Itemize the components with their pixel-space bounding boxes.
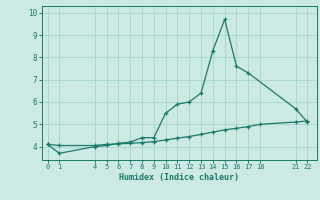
X-axis label: Humidex (Indice chaleur): Humidex (Indice chaleur) bbox=[119, 173, 239, 182]
